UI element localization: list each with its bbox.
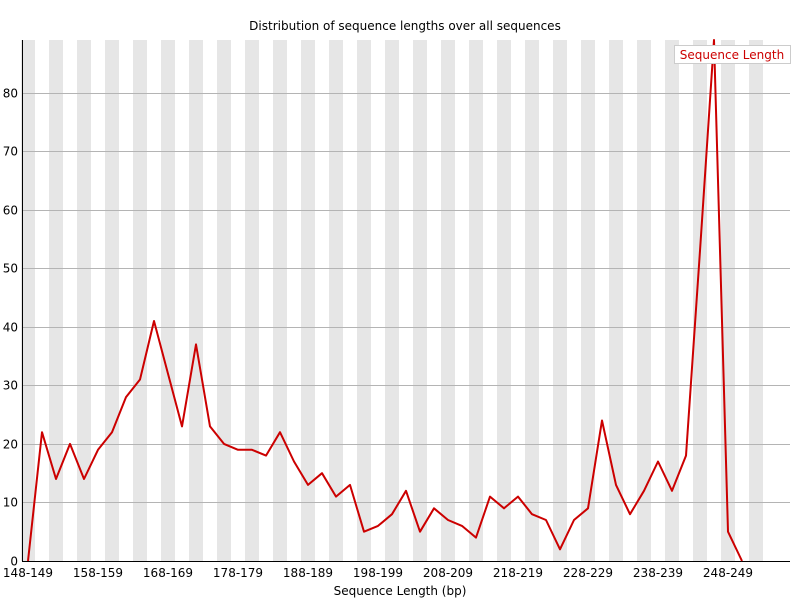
category-stripe <box>385 40 399 561</box>
category-stripe <box>301 40 315 561</box>
category-stripe <box>357 40 371 561</box>
x-axis-label: Sequence Length (bp) <box>334 584 467 598</box>
y-tick-label: 70 <box>3 145 18 159</box>
category-stripe <box>413 40 427 561</box>
category-stripe <box>273 40 287 561</box>
category-stripe <box>609 40 623 561</box>
category-stripe <box>637 40 651 561</box>
category-stripe <box>525 40 539 561</box>
x-tick-label: 208-209 <box>423 566 473 580</box>
y-gridlines <box>22 93 790 503</box>
y-tick-label: 20 <box>3 438 18 452</box>
category-stripe <box>749 40 763 561</box>
category-stripe <box>189 40 203 561</box>
axes <box>22 40 790 562</box>
category-stripe <box>161 40 175 561</box>
x-ticks: 148-149 158-159 168-169 178-179 188-189 198-1… <box>3 566 753 580</box>
legend: Sequence Length <box>674 45 791 64</box>
category-stripe <box>497 40 511 561</box>
category-stripe <box>665 40 679 561</box>
x-tick-label: 248-249 <box>703 566 753 580</box>
category-stripe <box>77 40 91 561</box>
category-stripe <box>469 40 483 561</box>
x-tick-label: 228-229 <box>563 566 613 580</box>
series-line-0 <box>27 39 743 562</box>
category-stripe <box>553 40 567 561</box>
category-stripe <box>133 40 147 561</box>
x-tick-label: 198-199 <box>353 566 403 580</box>
category-stripe <box>105 40 119 561</box>
category-stripe <box>693 40 707 561</box>
series-layer <box>27 39 743 562</box>
x-tick-label: 178-179 <box>213 566 263 580</box>
category-stripe <box>329 40 343 561</box>
x-tick-label: 188-189 <box>283 566 333 580</box>
legend-entry-sequence-length: Sequence Length <box>680 48 784 62</box>
x-tick-label: 218-219 <box>493 566 543 580</box>
category-stripe <box>581 40 595 561</box>
x-tick-label: 168-169 <box>143 566 193 580</box>
y-tick-label: 30 <box>3 379 18 393</box>
chart-title: Distribution of sequence lengths over al… <box>249 19 561 33</box>
y-tick-label: 0 <box>10 555 18 569</box>
category-stripe <box>21 40 35 561</box>
y-tick-label: 40 <box>3 321 18 335</box>
y-tick-label: 80 <box>3 87 18 101</box>
x-tick-label: 148-149 <box>3 566 53 580</box>
category-stripe <box>245 40 259 561</box>
x-tick-label: 158-159 <box>73 566 123 580</box>
x-tick-label: 238-239 <box>633 566 683 580</box>
y-ticks: 0 10 20 30 40 50 60 70 80 <box>3 87 18 569</box>
category-stripe <box>49 40 63 561</box>
y-tick-label: 10 <box>3 496 18 510</box>
category-stripe <box>721 40 735 561</box>
category-stripe <box>441 40 455 561</box>
y-tick-label: 50 <box>3 262 18 276</box>
legend-box <box>674 45 791 64</box>
y-tick-label: 60 <box>3 204 18 218</box>
category-stripes <box>21 40 763 561</box>
category-stripe <box>217 40 231 561</box>
